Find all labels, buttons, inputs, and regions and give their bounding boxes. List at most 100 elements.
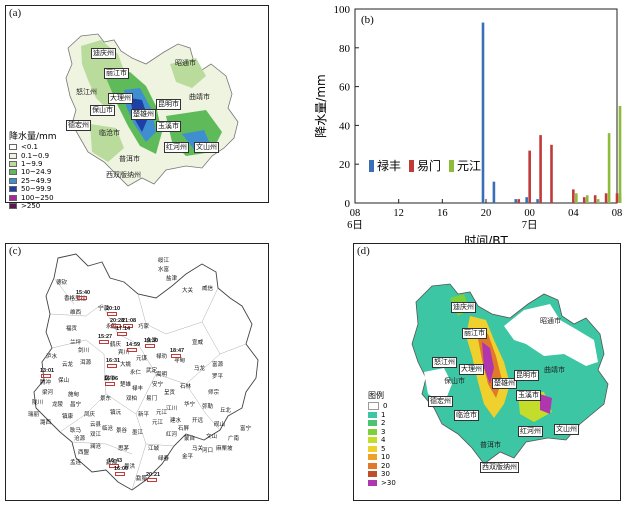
city-label-kunming-d: 昆明市 (514, 370, 539, 381)
station-label: 南华 (104, 376, 116, 382)
station-label: 易门 (146, 396, 158, 402)
station-time-label: 16:06 (104, 376, 119, 382)
station-label: 洱源 (80, 360, 92, 366)
legend-d-item: 1 (368, 411, 408, 420)
legend-a-swatch (9, 160, 17, 167)
station-label: 沧源 (74, 436, 86, 442)
station-label: 元江 (152, 420, 164, 426)
station-label: 楚雄 (120, 382, 132, 388)
city-label-chuxiong-d: 楚雄州 (492, 378, 517, 389)
station-label: 墨江 (132, 430, 144, 436)
station-label: 勐海 (106, 460, 118, 466)
station-label: 维西 (70, 310, 82, 316)
legend-a-item-label: 25~49.9 (21, 176, 52, 185)
station-time-label: 21:08 (122, 318, 137, 324)
station-rain-marker (111, 324, 121, 328)
bar-易门 (593, 195, 597, 203)
station-label: 江川 (166, 406, 178, 412)
legend-d-item: 3 (368, 428, 408, 437)
y-tick-label: 80 (339, 43, 351, 55)
bar-元江 (585, 195, 589, 203)
legend-d-swatch (368, 411, 377, 418)
x-tick-label: 6日 (347, 220, 363, 231)
station-rain-marker (109, 464, 119, 468)
station-label: 思茅 (118, 446, 130, 452)
bar-元江 (618, 193, 622, 203)
station-rain-marker (99, 340, 109, 344)
station-time-label: 15:27 (98, 334, 113, 340)
station-label: 双柏 (126, 396, 138, 402)
legend-d-item: 0 (368, 402, 408, 411)
bar-元江 (618, 106, 622, 203)
bar-易门 (539, 135, 542, 203)
station-label: 兰坪 (70, 340, 82, 346)
station-label: 大关 (182, 288, 194, 294)
x-tick-label: 16 (437, 208, 448, 219)
station-time-label: 18:47 (170, 348, 185, 354)
legend-grid: 图例 0 1 2 3 4 5 10 20 30 >30 (368, 390, 408, 487)
legend-a-item-label: <0.1 (21, 143, 38, 152)
panel-d-grid-map: (d) 迪庆州 丽江市 怒江州 大理州 保山市 楚雄州 昆明市 曲靖市 昭通市 … (353, 243, 621, 501)
station-label: 建水 (170, 418, 182, 424)
rain-area-southwest (90, 124, 124, 162)
station-rain-marker (145, 344, 155, 348)
legend-d-item-label: 30 (381, 470, 390, 479)
city-label-honghe-d: 红河州 (518, 426, 543, 437)
bar-易门 (604, 193, 608, 203)
legend-d-swatch (368, 402, 379, 411)
legend-d-item: 5 (368, 445, 408, 454)
x-tick-label: 7日 (522, 220, 538, 231)
legend-d-swatch (368, 437, 377, 444)
station-label: 元江 (156, 410, 168, 416)
legend-d-item-label: 1 (381, 410, 386, 419)
station-label: 开远 (192, 418, 204, 424)
station-label: 会泽 (146, 338, 158, 344)
panel-a-precipitation-map: (a) 迪庆州 丽江市 怒江州 大理州 保山市 楚雄州 昆明市 曲靖市 昭通市 … (5, 5, 269, 210)
station-label: 麻栗坡 (216, 446, 233, 452)
legend-d-item-label: 10 (381, 453, 390, 462)
legend-a-item: 1~9.9 (9, 160, 79, 168)
legend-a-item-label: >250 (21, 201, 41, 210)
station-label: 巧家 (138, 324, 150, 330)
legend-d-item-label: 3 (381, 427, 386, 436)
station-label: 施甸 (68, 392, 80, 398)
station-label: 武定 (146, 368, 158, 374)
panel-b-bar-chart: 0 20 40 60 80 100 08 6日 12 16 20 00 7日 04 08 时间/BT 降水量/m… (303, 0, 623, 250)
station-time-label: 20:10 (106, 306, 121, 312)
station-label: 威信 (202, 286, 214, 292)
station-rain-marker (41, 374, 51, 378)
city-label-puer: 普洱市 (119, 156, 140, 163)
station-label: 梁河 (42, 390, 54, 396)
station-label: 澜沧 (90, 444, 102, 450)
station-time-label: 19:30 (144, 338, 159, 344)
legend-a-item: <0.1 (9, 143, 79, 151)
bar-元江 (596, 199, 600, 203)
city-label-wenshan: 文山州 (194, 142, 219, 153)
city-label-yuxi: 玉溪市 (156, 121, 181, 132)
city-label-dehong-d: 德宏州 (428, 396, 453, 407)
legend-a-item: 0.1~0.9 (9, 151, 79, 160)
station-rain-marker (147, 478, 157, 482)
x-tick-label: 12 (393, 208, 404, 219)
station-label: 河口 (202, 448, 214, 454)
city-label-wenshan-d: 文山州 (554, 424, 579, 435)
legend-label: 元江 (457, 159, 481, 173)
y-axis-label: 降水量/mm (314, 74, 328, 137)
station-label: 腾冲 (40, 380, 52, 386)
legend-d-item-label: 20 (381, 461, 390, 470)
station-rain-marker (107, 364, 117, 368)
x-tick-label: 00 (524, 208, 535, 219)
station-label: 禄丰 (132, 386, 144, 392)
station-label: 砚山 (214, 422, 226, 428)
legend-a-item-label: 0.1~0.9 (21, 151, 50, 160)
station-label: 云县 (90, 422, 102, 428)
panel-b-label: (b) (361, 14, 374, 26)
station-label: 双江 (90, 432, 102, 438)
city-label-baoshan-d: 保山市 (444, 378, 465, 385)
city-label-chuxiong: 楚雄州 (131, 109, 156, 120)
legend-d-swatch (368, 420, 377, 427)
station-label: 安宁 (152, 382, 164, 388)
bar-元江 (607, 133, 611, 203)
station-label: 富宁 (240, 426, 252, 432)
station-label: 勐腊 (136, 476, 148, 482)
